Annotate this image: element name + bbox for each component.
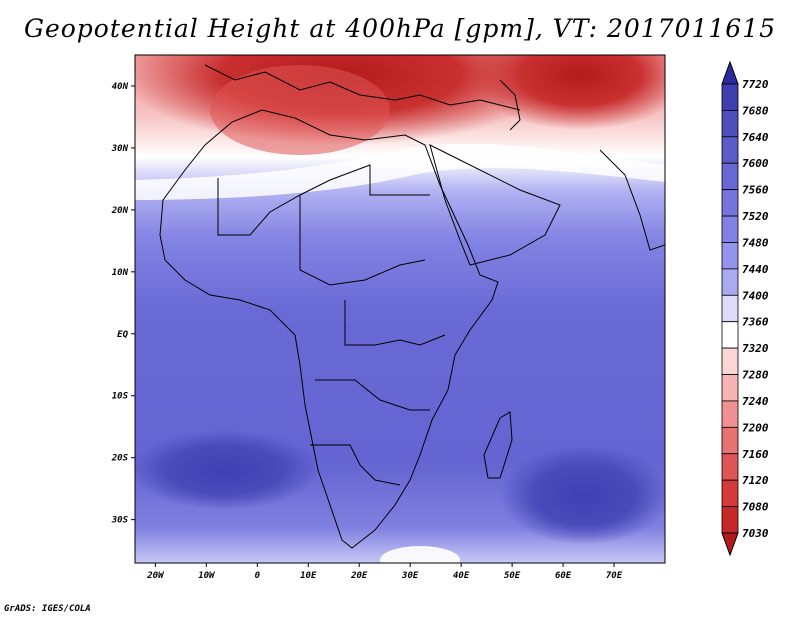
y-tick-label: 10N bbox=[112, 268, 129, 278]
colorbar-level-label: 7280 bbox=[742, 369, 769, 382]
colorbar-box bbox=[721, 268, 739, 296]
colorbar-level-label: 7360 bbox=[742, 316, 769, 329]
x-tick-label: 40E bbox=[453, 571, 470, 581]
colorbar-box bbox=[721, 453, 739, 481]
border-sahara bbox=[217, 164, 430, 236]
y-tick-label: 40N bbox=[112, 82, 129, 92]
colorbar-box bbox=[721, 242, 739, 270]
x-tick-label: 70E bbox=[606, 571, 623, 581]
x-tick-label: 20E bbox=[350, 571, 368, 581]
colorbar-labels: 7720 7680 7640 7600 7560 7520 7480 7440 7400 7360… bbox=[742, 78, 769, 540]
colorbar-box bbox=[721, 294, 739, 323]
chart-title: Geopotential Height at 400hPa [gpm], VT:… bbox=[23, 14, 777, 43]
colorbar-level-label: 7400 bbox=[742, 289, 769, 302]
colorbar-box bbox=[721, 479, 739, 507]
y-tick-label: 30N bbox=[111, 144, 129, 154]
transition-band bbox=[135, 143, 665, 200]
high-south-indian bbox=[500, 445, 665, 545]
colorbar-box bbox=[721, 426, 739, 455]
colorbar-level-label: 7680 bbox=[742, 104, 769, 117]
border-south-central bbox=[315, 379, 430, 411]
colorbar-box bbox=[721, 162, 739, 191]
colorbar-top-triangle bbox=[721, 60, 739, 85]
x-tick-label: 50E bbox=[504, 571, 521, 581]
trough-central-asia bbox=[470, 55, 665, 130]
colorbar-box bbox=[721, 374, 739, 402]
colorbar-level-label: 7200 bbox=[742, 421, 769, 434]
arabia bbox=[429, 144, 561, 266]
madagascar bbox=[483, 411, 513, 479]
grads-credit: GrADS: IGES/COLA bbox=[4, 604, 91, 614]
x-axis: 20W 10W 0 10E 20E 30E 40E 50E 60E 70E bbox=[146, 563, 623, 581]
colorbar-level-label: 7560 bbox=[742, 184, 769, 197]
colorbar-level-label: 7030 bbox=[742, 527, 769, 540]
colorbar bbox=[721, 60, 739, 557]
colorbar-level-label: 7720 bbox=[742, 78, 769, 91]
africa-coast bbox=[159, 109, 499, 549]
colorbar-level-label: 7120 bbox=[742, 474, 769, 487]
colorbar-level-label: 7600 bbox=[742, 157, 769, 170]
map-frame bbox=[134, 54, 666, 564]
colorbar-bottom-triangle bbox=[721, 532, 739, 557]
colorbar-level-label: 7080 bbox=[742, 501, 769, 514]
colorbar-box bbox=[721, 400, 739, 428]
colorbar-box bbox=[721, 506, 739, 534]
colorbar-box bbox=[721, 215, 739, 243]
trough-extension bbox=[210, 65, 390, 155]
colorbar-level-label: 7160 bbox=[742, 448, 769, 461]
y-tick-label: EQ bbox=[117, 330, 128, 340]
border-southern bbox=[310, 444, 401, 486]
x-tick-label: 60E bbox=[555, 571, 572, 581]
colorbar-level-label: 7640 bbox=[742, 131, 769, 144]
coastlines bbox=[159, 64, 665, 549]
x-tick-label: 20W bbox=[146, 571, 165, 581]
colorbar-box bbox=[721, 136, 739, 164]
x-tick-label: 0 bbox=[255, 571, 261, 581]
colorbar-box bbox=[721, 321, 739, 349]
x-tick-label: 10E bbox=[300, 571, 317, 581]
x-tick-label: 10W bbox=[198, 571, 216, 581]
colorbar-box bbox=[721, 347, 739, 375]
y-tick-label: 20S bbox=[111, 454, 129, 464]
colorbar-level-label: 7240 bbox=[742, 395, 769, 408]
border-central bbox=[344, 300, 446, 346]
high-south-atlantic bbox=[135, 430, 320, 510]
y-tick-label: 20N bbox=[111, 206, 129, 216]
india-coast bbox=[599, 149, 665, 251]
border-sahel bbox=[299, 195, 426, 286]
y-tick-label: 10S bbox=[112, 392, 129, 402]
colorbar-level-label: 7320 bbox=[742, 342, 769, 355]
map-panel bbox=[134, 54, 666, 564]
colorbar-box bbox=[721, 189, 739, 217]
colorbar-box bbox=[721, 110, 739, 138]
colorbar-level-label: 7480 bbox=[742, 236, 769, 249]
colorbar-box bbox=[721, 83, 739, 111]
height-field bbox=[135, 55, 665, 563]
x-tick-label: 30E bbox=[401, 571, 419, 581]
colorbar-level-label: 7520 bbox=[742, 210, 769, 223]
europe-coast bbox=[204, 64, 521, 111]
colorbar-level-label: 7440 bbox=[742, 263, 769, 276]
caspian bbox=[499, 79, 521, 131]
south-light-patch bbox=[380, 546, 460, 563]
y-axis: 40N 30N 20N 10N EQ 10S 20S 30S bbox=[111, 82, 135, 526]
y-tick-label: 30S bbox=[111, 516, 129, 526]
